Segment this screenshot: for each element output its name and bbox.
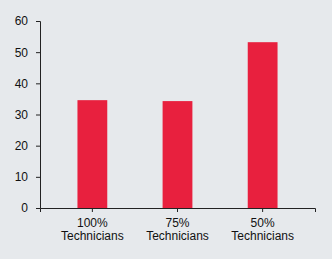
y-tick: 30 (15, 108, 40, 122)
y-tick-label: 0 (21, 201, 28, 215)
bars (77, 42, 277, 208)
x-tick-mark (177, 208, 178, 212)
chart: 0102030405060100%Technicians75%Technicia… (0, 0, 332, 259)
x-tick-label-line: 75% (165, 216, 189, 230)
bar (163, 101, 193, 208)
y-tick-mark (36, 115, 40, 116)
y-tick: 40 (15, 77, 40, 91)
y-axis-line (36, 22, 41, 209)
x-tick: 50%Technicians (231, 208, 294, 243)
y-tick: 10 (15, 170, 40, 184)
y-tick: 0 (21, 201, 40, 215)
bar (77, 100, 107, 208)
y-tick-mark (36, 146, 40, 147)
x-tick-mark (92, 208, 93, 212)
x-tick-label-line: Technicians (61, 229, 124, 243)
y-tick-mark (36, 83, 40, 84)
x-tick-mark (262, 208, 263, 212)
y-tick-label: 40 (15, 77, 29, 91)
y-axis: 0 10 20 30 40 50 60 (15, 14, 41, 215)
y-tick-label: 20 (15, 139, 29, 153)
y-tick-label: 50 (15, 46, 29, 60)
y-tick-mark (36, 177, 40, 178)
x-tick-label-line: 50% (251, 216, 275, 230)
y-tick-label: 10 (15, 170, 29, 184)
x-tick-label-line: Technicians (231, 229, 294, 243)
x-axis-line (41, 209, 316, 213)
x-tick: 100%Technicians (61, 208, 124, 243)
y-tick-label: 30 (15, 108, 29, 122)
bar (248, 42, 278, 208)
x-axis: 100%Technicians75%Technicians50%Technici… (41, 208, 316, 243)
y-tick: 20 (15, 139, 40, 153)
x-tick-label-line: Technicians (146, 229, 209, 243)
y-tick-mark (36, 208, 40, 209)
background (0, 0, 332, 259)
x-tick-label: 100%Technicians (61, 216, 124, 243)
y-tick: 60 (15, 14, 40, 28)
x-tick: 75%Technicians (146, 208, 209, 243)
y-tick-label: 60 (15, 14, 29, 28)
y-tick: 50 (15, 46, 40, 60)
y-tick-mark (36, 52, 40, 53)
x-tick-label-line: 100% (77, 216, 108, 230)
x-tick-label: 50%Technicians (231, 216, 294, 243)
y-tick-mark (36, 21, 40, 22)
x-tick-label: 75%Technicians (146, 216, 209, 243)
